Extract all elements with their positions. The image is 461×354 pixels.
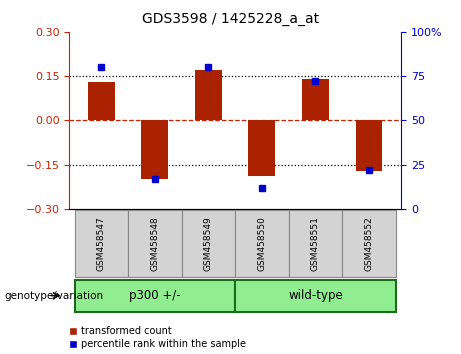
Bar xyxy=(195,70,222,120)
Bar xyxy=(248,120,275,176)
Bar xyxy=(142,120,168,179)
Text: GSM458552: GSM458552 xyxy=(365,216,373,271)
Bar xyxy=(355,120,382,171)
Text: GSM458548: GSM458548 xyxy=(150,216,160,271)
Text: wild-type: wild-type xyxy=(288,289,343,302)
Text: p300 +/-: p300 +/- xyxy=(129,289,181,302)
Text: GSM458550: GSM458550 xyxy=(257,216,266,271)
FancyBboxPatch shape xyxy=(235,280,396,312)
FancyBboxPatch shape xyxy=(182,210,235,276)
Text: GDS3598 / 1425228_a_at: GDS3598 / 1425228_a_at xyxy=(142,12,319,27)
Bar xyxy=(88,82,115,120)
FancyBboxPatch shape xyxy=(75,210,128,276)
Text: genotype/variation: genotype/variation xyxy=(5,291,104,301)
FancyBboxPatch shape xyxy=(75,280,235,312)
FancyBboxPatch shape xyxy=(342,210,396,276)
Text: GSM458551: GSM458551 xyxy=(311,216,320,271)
FancyBboxPatch shape xyxy=(289,210,342,276)
FancyBboxPatch shape xyxy=(235,210,289,276)
Text: GSM458547: GSM458547 xyxy=(97,216,106,271)
FancyBboxPatch shape xyxy=(128,210,182,276)
Legend: transformed count, percentile rank within the sample: transformed count, percentile rank withi… xyxy=(70,326,246,349)
Bar xyxy=(302,79,329,120)
Text: GSM458549: GSM458549 xyxy=(204,216,213,271)
